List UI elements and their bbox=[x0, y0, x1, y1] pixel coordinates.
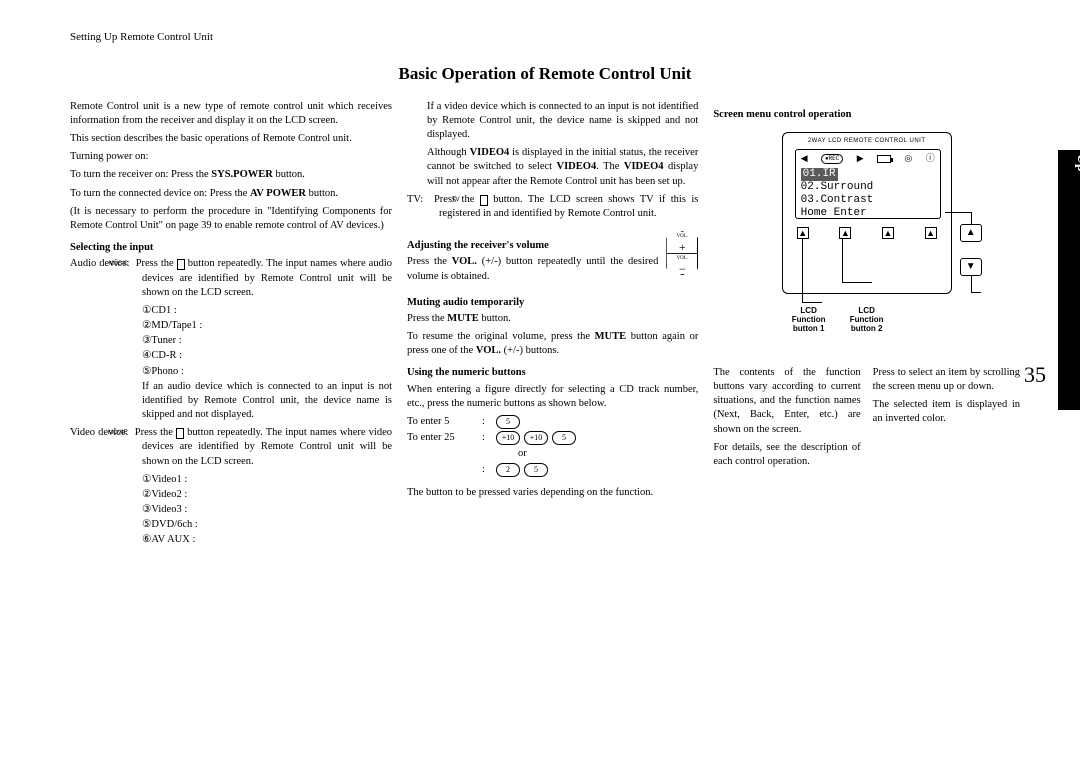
para: Although VIDEO4 is displayed in the init… bbox=[407, 146, 698, 189]
music-button-icon: MUSIC bbox=[177, 259, 185, 270]
para: This section describes the basic operati… bbox=[70, 132, 392, 146]
fn-button-icon: ▲ bbox=[882, 227, 894, 239]
section-head: Screen menu control operation bbox=[713, 108, 1020, 122]
num-button-icon: 2 bbox=[496, 463, 520, 477]
para: The selected item is displayed in an inv… bbox=[873, 398, 1020, 426]
down-button-icon: ▼ bbox=[960, 258, 982, 276]
volume-diagram: VOL.+ VOL.− bbox=[666, 231, 698, 275]
para: The button to be pressed varies dependin… bbox=[407, 486, 698, 500]
fn-button-icon: ▲ bbox=[797, 227, 809, 239]
enter-5-row: To enter 5: 5 bbox=[407, 415, 698, 429]
para: The contents of the function buttons var… bbox=[713, 366, 860, 437]
page-header: Setting Up Remote Control Unit bbox=[70, 30, 1020, 45]
lcd-screen: ◀ ●REC ▶ ◎ ⓘ 01.IR 02.Surround 03.Contra… bbox=[795, 149, 941, 219]
column-1: Remote Control unit is a new type of rem… bbox=[70, 100, 392, 549]
rec-icon: ●REC bbox=[821, 154, 843, 164]
para: TV: Press the TV button. The LCD screen … bbox=[407, 193, 698, 221]
page-title: Basic Operation of Remote Control Unit bbox=[70, 63, 1020, 86]
up-button-icon: ▲ bbox=[960, 224, 982, 242]
para: To turn the receiver on: Press the SYS.P… bbox=[70, 168, 392, 182]
video-list: ①Video1 : ②Video2 : ③Video3 : ⑤DVD/6ch :… bbox=[70, 473, 392, 548]
section-head: Muting audio temporarily bbox=[407, 296, 698, 310]
side-tab-label: Setting Up bbox=[1071, 80, 1080, 200]
fn-button-icon: ▲ bbox=[925, 227, 937, 239]
num-button-icon: 5 bbox=[552, 431, 576, 445]
or-row: or bbox=[407, 447, 698, 461]
section-head: Adjusting the receiver's volume bbox=[407, 239, 658, 253]
num-button-icon: 5 bbox=[524, 463, 548, 477]
remote-diagram: 2WAY LCD REMOTE CONTROL UNIT ◀ ●REC ▶ ◎ … bbox=[742, 132, 992, 352]
para: To turn the connected device on: Press t… bbox=[70, 187, 392, 201]
para: For details, see the description of each… bbox=[713, 441, 860, 469]
para: Press to select an item by scrolling the… bbox=[873, 366, 1020, 394]
lcd-fn-1-label: LCDFunctionbutton 1 bbox=[784, 306, 834, 333]
para: If a video device which is connected to … bbox=[407, 100, 698, 143]
enter-25-row: To enter 25: +10 +10 5 bbox=[407, 431, 698, 445]
num-button-icon: +10 bbox=[496, 431, 520, 445]
diagram-description: The contents of the function buttons var… bbox=[713, 366, 1020, 473]
column-2: If a video device which is connected to … bbox=[407, 100, 698, 549]
audio-list: ①CD1 : ②MD/Tape1 : ③Tuner : ④CD-R : ⑤Pho… bbox=[70, 304, 392, 379]
battery-icon bbox=[877, 155, 891, 163]
para: Audio device: Press the MUSIC button rep… bbox=[70, 257, 392, 300]
para: Video device: Press the MOVIE button rep… bbox=[70, 426, 392, 469]
lcd-fn-2-label: LCDFunctionbutton 2 bbox=[842, 306, 892, 333]
section-head: Selecting the input bbox=[70, 241, 392, 255]
num-button-icon: 5 bbox=[496, 415, 520, 429]
page-number: 35 bbox=[1024, 360, 1046, 390]
para: (It is necessary to perform the procedur… bbox=[70, 205, 392, 233]
tv-button-icon: TV bbox=[480, 195, 488, 206]
manual-page: Setting Up Remote Control Unit Basic Ope… bbox=[0, 0, 1080, 763]
movie-button-icon: MOVIE bbox=[176, 428, 184, 439]
para: Press the MUTE button. bbox=[407, 312, 698, 326]
para: When entering a figure directly for sele… bbox=[407, 383, 698, 411]
enter-25-alt-row: : 2 5 bbox=[407, 463, 698, 477]
para: Press the VOL. (+/-) button repeatedly u… bbox=[407, 255, 658, 283]
num-button-icon: +10 bbox=[524, 431, 548, 445]
remote-label: 2WAY LCD REMOTE CONTROL UNIT bbox=[783, 137, 951, 145]
para: Remote Control unit is a new type of rem… bbox=[70, 100, 392, 128]
para: If an audio device which is connected to… bbox=[70, 380, 392, 423]
column-3: Screen menu control operation 2WAY LCD R… bbox=[713, 100, 1020, 549]
para: To resume the original volume, press the… bbox=[407, 330, 698, 358]
para: Turning power on: bbox=[70, 150, 392, 164]
lcd-line-selected: 01.IR bbox=[801, 168, 838, 181]
section-head: Using the numeric buttons bbox=[407, 366, 698, 380]
